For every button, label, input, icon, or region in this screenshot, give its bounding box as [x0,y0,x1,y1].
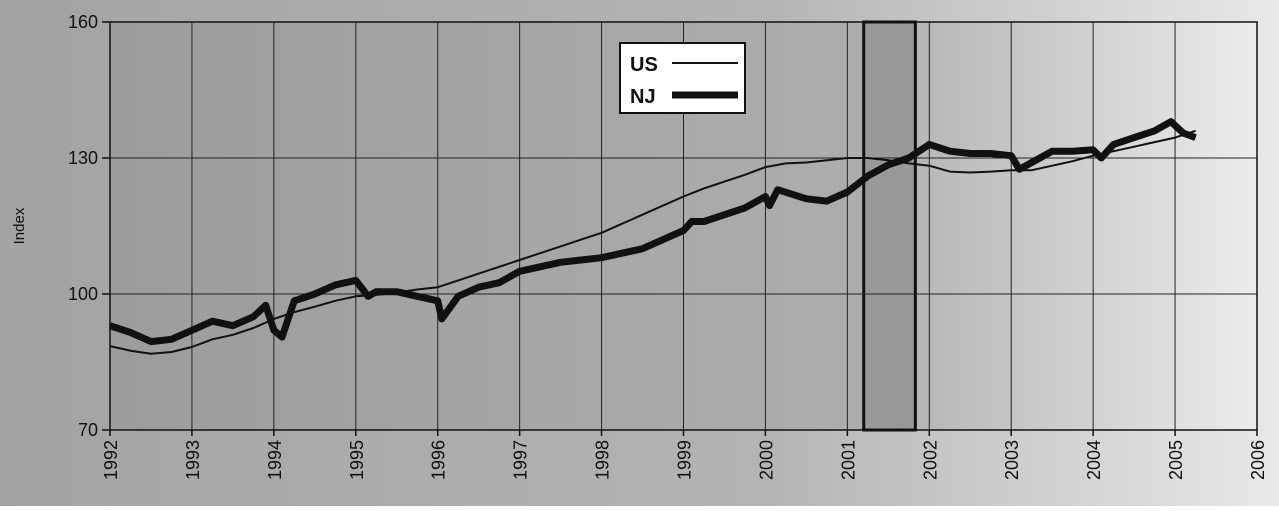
x-tick-label: 1996 [429,440,449,480]
y-tick-label: 160 [68,12,98,32]
y-axis-label: Index [11,207,28,244]
x-tick-label: 1998 [593,440,613,480]
y-tick-label: 100 [68,284,98,304]
recession-band [862,20,917,432]
y-tick-label: 130 [68,148,98,168]
x-tick-label: 2004 [1084,440,1104,480]
x-tick-label: 1992 [101,440,121,480]
legend-label: NJ [630,86,656,108]
legend-label: US [630,54,658,76]
x-tick-label: 1993 [183,440,203,480]
x-tick-label: 1994 [265,440,285,480]
line-nj [108,118,1197,346]
legend-box [619,42,746,114]
x-tick-label: 2005 [1166,440,1186,480]
plot-frame [109,21,1258,431]
x-tick-label: 1997 [511,440,531,480]
x-tick-label: 2000 [756,440,776,480]
x-tick-label: 2001 [838,440,858,480]
x-tick-label: 2003 [1002,440,1022,480]
x-tick-label: 2006 [1248,440,1268,480]
y-tick-label: 70 [78,420,98,440]
x-tick-label: 1995 [347,440,367,480]
x-tick-label: 1999 [675,440,695,480]
x-tick-label: 2002 [920,440,940,480]
